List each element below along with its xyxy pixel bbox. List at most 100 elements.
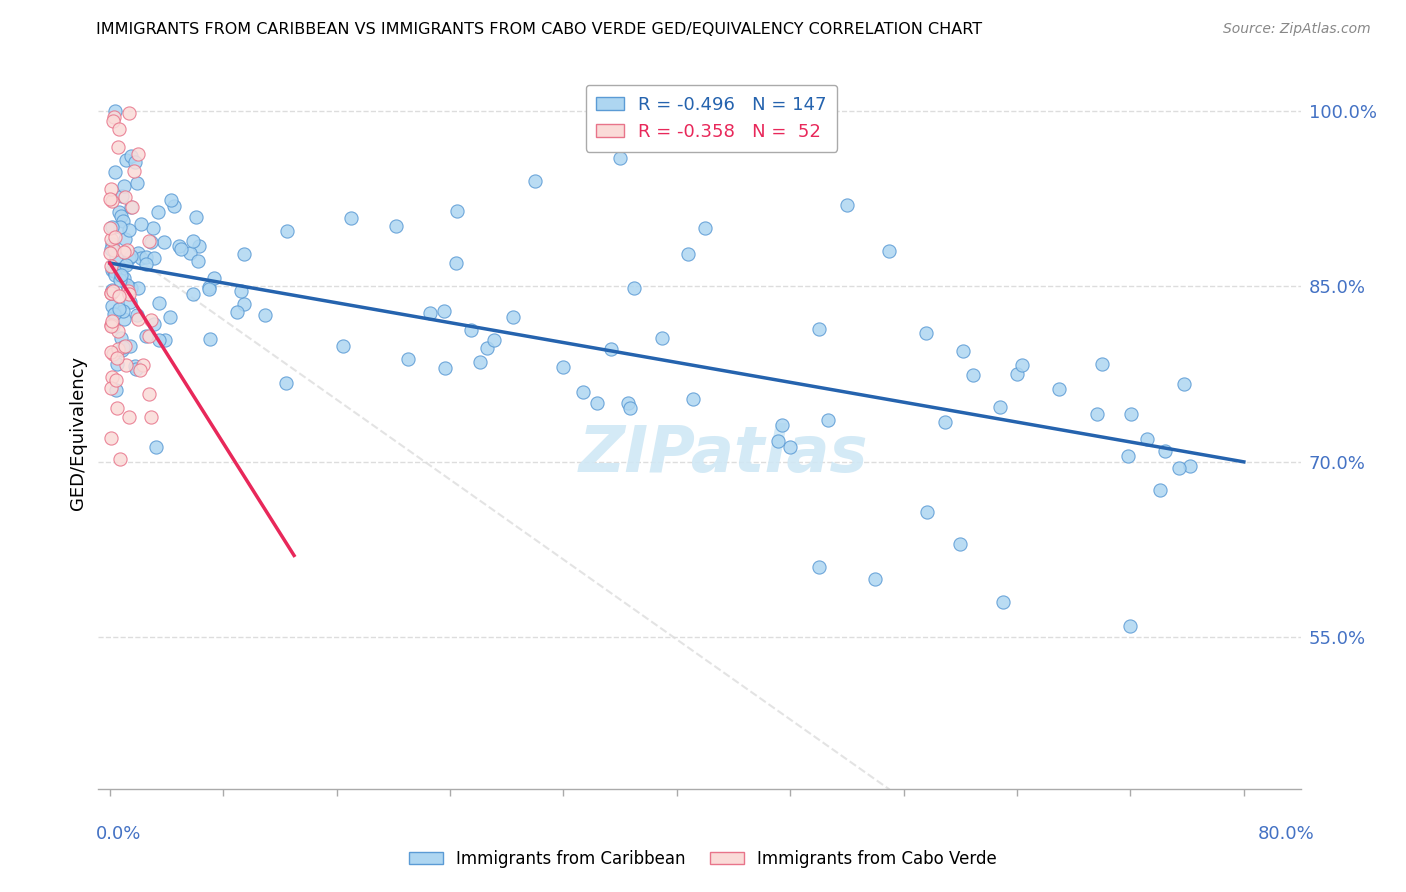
Point bbox=[100, 285, 122, 300]
Point bbox=[100, 285, 122, 300]
Text: Source: ZipAtlas.com: Source: ZipAtlas.com bbox=[1223, 22, 1371, 37]
Point bbox=[127, 308, 149, 322]
Point bbox=[1085, 407, 1108, 421]
Point bbox=[118, 223, 141, 237]
Point bbox=[127, 246, 149, 260]
Point bbox=[770, 417, 793, 432]
Point bbox=[105, 357, 128, 371]
Point bbox=[232, 247, 254, 261]
Point bbox=[139, 235, 162, 249]
Point bbox=[142, 251, 165, 265]
Point bbox=[142, 221, 165, 235]
Point bbox=[444, 256, 467, 270]
Point bbox=[1116, 449, 1139, 463]
Point bbox=[105, 250, 128, 264]
Point bbox=[135, 257, 157, 271]
Point bbox=[1119, 407, 1142, 421]
Text: IMMIGRANTS FROM CARIBBEAN VS IMMIGRANTS FROM CABO VERDE GED/EQUIVALENCY CORRELAT: IMMIGRANTS FROM CARIBBEAN VS IMMIGRANTS … bbox=[96, 22, 981, 37]
Point bbox=[127, 281, 149, 295]
Point bbox=[766, 434, 789, 449]
Point bbox=[110, 262, 132, 277]
Point bbox=[139, 410, 162, 425]
Point bbox=[616, 396, 638, 410]
Point bbox=[132, 358, 155, 372]
Point bbox=[991, 595, 1014, 609]
Y-axis label: GED/Equivalency: GED/Equivalency bbox=[69, 356, 87, 509]
Point bbox=[107, 324, 129, 338]
Point bbox=[129, 363, 152, 377]
Point bbox=[110, 331, 132, 345]
Point bbox=[101, 114, 124, 128]
Point bbox=[170, 242, 193, 256]
Point bbox=[167, 239, 190, 253]
Point bbox=[1136, 432, 1159, 446]
Point bbox=[124, 359, 146, 374]
Point bbox=[114, 339, 136, 353]
Point bbox=[695, 220, 717, 235]
Point bbox=[100, 318, 122, 333]
Point bbox=[121, 200, 143, 214]
Point bbox=[112, 312, 135, 326]
Point bbox=[115, 243, 138, 257]
Point bbox=[118, 410, 141, 425]
Point bbox=[104, 230, 127, 244]
Point bbox=[115, 358, 138, 372]
Point bbox=[120, 249, 142, 263]
Point bbox=[153, 235, 176, 250]
Point bbox=[125, 361, 148, 376]
Point bbox=[110, 273, 132, 287]
Point bbox=[135, 250, 157, 264]
Point bbox=[127, 311, 149, 326]
Point bbox=[107, 121, 129, 136]
Text: ZIPatlas: ZIPatlas bbox=[579, 423, 869, 485]
Point bbox=[433, 360, 456, 375]
Point bbox=[229, 284, 252, 298]
Point bbox=[276, 224, 298, 238]
Point bbox=[1173, 376, 1195, 391]
Point bbox=[98, 245, 121, 260]
Point bbox=[107, 140, 129, 154]
Point bbox=[274, 376, 297, 390]
Point bbox=[586, 396, 609, 410]
Point bbox=[468, 355, 491, 369]
Legend: Immigrants from Caribbean, Immigrants from Cabo Verde: Immigrants from Caribbean, Immigrants fr… bbox=[402, 844, 1004, 875]
Point bbox=[817, 413, 839, 427]
Point bbox=[124, 155, 146, 169]
Point bbox=[129, 217, 152, 231]
Point bbox=[502, 310, 524, 324]
Point bbox=[187, 253, 209, 268]
Point bbox=[104, 268, 127, 282]
Point bbox=[226, 305, 249, 319]
Point bbox=[524, 174, 547, 188]
Point bbox=[101, 369, 124, 384]
Point bbox=[103, 110, 125, 124]
Point bbox=[163, 198, 186, 212]
Point bbox=[100, 242, 122, 256]
Point bbox=[934, 415, 956, 429]
Point bbox=[148, 333, 170, 347]
Point bbox=[108, 452, 131, 467]
Point bbox=[118, 252, 141, 266]
Point bbox=[1178, 458, 1201, 473]
Point bbox=[101, 284, 124, 298]
Point bbox=[112, 271, 135, 285]
Point bbox=[100, 344, 122, 359]
Point bbox=[619, 401, 641, 416]
Point bbox=[865, 572, 887, 586]
Point bbox=[184, 210, 207, 224]
Point bbox=[138, 328, 160, 343]
Point bbox=[111, 189, 134, 203]
Point bbox=[105, 351, 128, 365]
Point bbox=[181, 286, 204, 301]
Point bbox=[138, 235, 160, 249]
Point bbox=[159, 310, 181, 324]
Point bbox=[949, 537, 972, 551]
Point bbox=[112, 245, 135, 260]
Point bbox=[100, 260, 122, 274]
Point bbox=[104, 306, 127, 320]
Point bbox=[111, 339, 134, 353]
Point bbox=[198, 282, 221, 296]
Point bbox=[103, 243, 125, 257]
Point bbox=[117, 281, 139, 295]
Point bbox=[127, 176, 149, 190]
